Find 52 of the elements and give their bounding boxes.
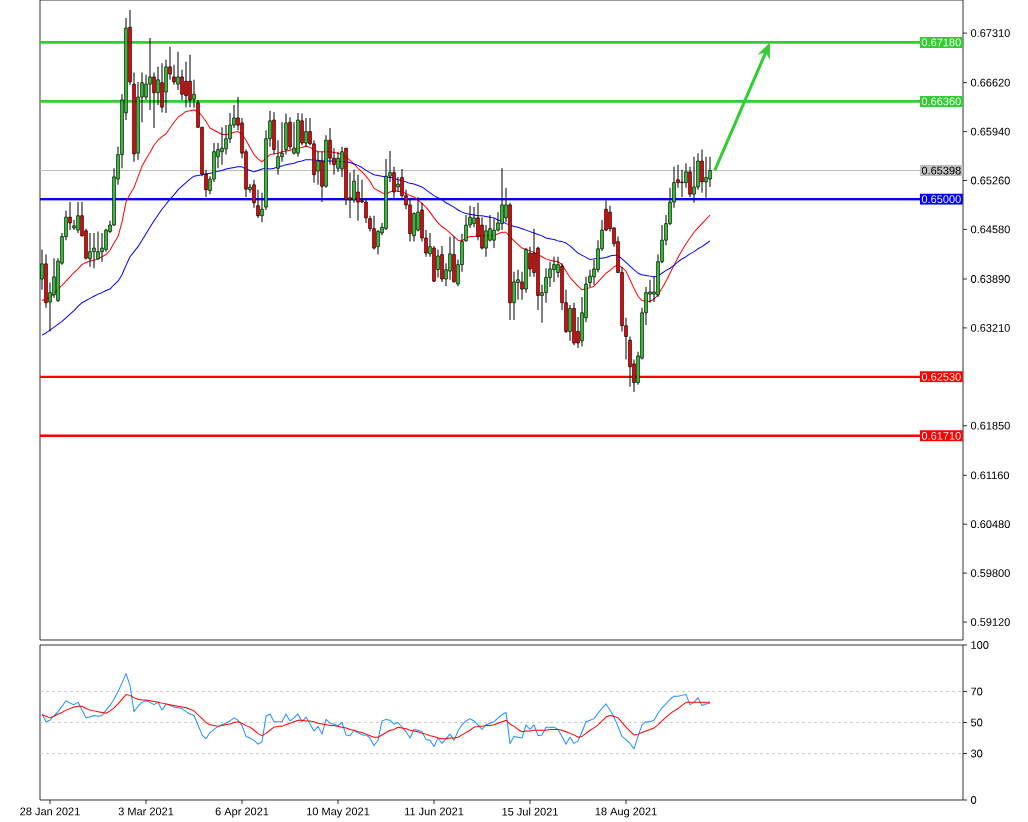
candlestick xyxy=(76,201,80,234)
x-tick-label: 10 May 2021 xyxy=(307,807,370,818)
candlestick xyxy=(92,232,96,269)
ref-line-label: 0.62530 xyxy=(921,372,961,381)
x-tick-label: 15 Jul 2021 xyxy=(502,807,558,816)
y-tick-label: 0.61850 xyxy=(970,421,1010,430)
y-tick-label: 0.65260 xyxy=(970,176,1010,185)
candlestick xyxy=(220,126,224,166)
candlestick xyxy=(176,51,180,91)
ref-line-label: 0.61710 xyxy=(921,431,961,440)
candlestick xyxy=(356,174,360,222)
candlestick xyxy=(304,117,308,148)
y-tick-label: 0.63890 xyxy=(970,275,1010,283)
y-tick-label: 0.67310 xyxy=(970,29,1010,37)
candlestick xyxy=(680,169,684,198)
candlestick xyxy=(100,232,104,263)
y-tick-label: 0.63210 xyxy=(970,324,1010,332)
candlestick xyxy=(336,151,340,173)
ref-line-label: 0.65000 xyxy=(921,195,961,204)
y-tick-label: 0 xyxy=(970,796,977,804)
ref-line-label: 0.67180 xyxy=(921,38,961,47)
candlestick xyxy=(700,149,704,194)
candlestick xyxy=(568,304,572,342)
y-tick-label: 0.59800 xyxy=(970,569,1010,578)
y-tick-label: 0.64580 xyxy=(970,225,1010,234)
candlestick xyxy=(500,167,504,231)
y-tick-label: 30 xyxy=(970,749,983,758)
ref-line-label: 0.65398 xyxy=(921,166,961,175)
candlestick xyxy=(188,54,192,108)
x-tick-label: 6 Apr 2021 xyxy=(215,807,269,818)
candlestick xyxy=(692,156,696,204)
candlestick xyxy=(396,176,400,193)
y-tick-label: 50 xyxy=(970,718,983,727)
y-tick-label: 0.61160 xyxy=(970,471,1010,480)
y-tick-label: 100 xyxy=(971,641,989,649)
y-tick-label: 0.59120 xyxy=(970,618,1010,626)
candlestick xyxy=(552,256,556,283)
candlestick xyxy=(436,249,440,279)
x-tick-label: 11 Jun 2021 xyxy=(404,807,464,816)
y-tick-label: 0.66620 xyxy=(970,78,1010,87)
y-tick-label: 0.65940 xyxy=(970,127,1010,136)
x-tick-label: 18 Aug 2021 xyxy=(595,807,657,818)
candlestick xyxy=(292,121,296,156)
candlestick xyxy=(372,215,376,251)
candlestick xyxy=(704,156,708,199)
y-tick-label: 0.60480 xyxy=(970,520,1010,529)
y-tick-label: 70 xyxy=(971,687,983,696)
ref-line-label: 0.66360 xyxy=(921,97,961,106)
candlestick xyxy=(88,232,92,268)
candlestick xyxy=(184,61,188,108)
x-tick-label: 28 Jan 2021 xyxy=(20,807,80,816)
x-tick-label: 3 Mar 2021 xyxy=(118,807,174,816)
